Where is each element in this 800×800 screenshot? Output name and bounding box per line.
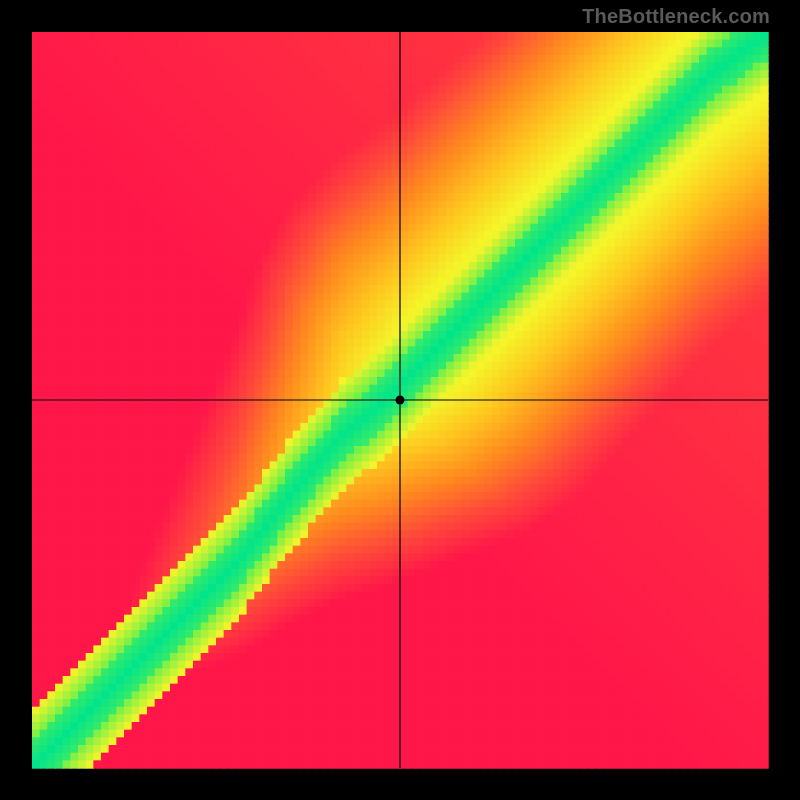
- bottleneck-heatmap: [0, 0, 800, 800]
- chart-root: TheBottleneck.com: [0, 0, 800, 800]
- watermark-text: TheBottleneck.com: [582, 6, 770, 29]
